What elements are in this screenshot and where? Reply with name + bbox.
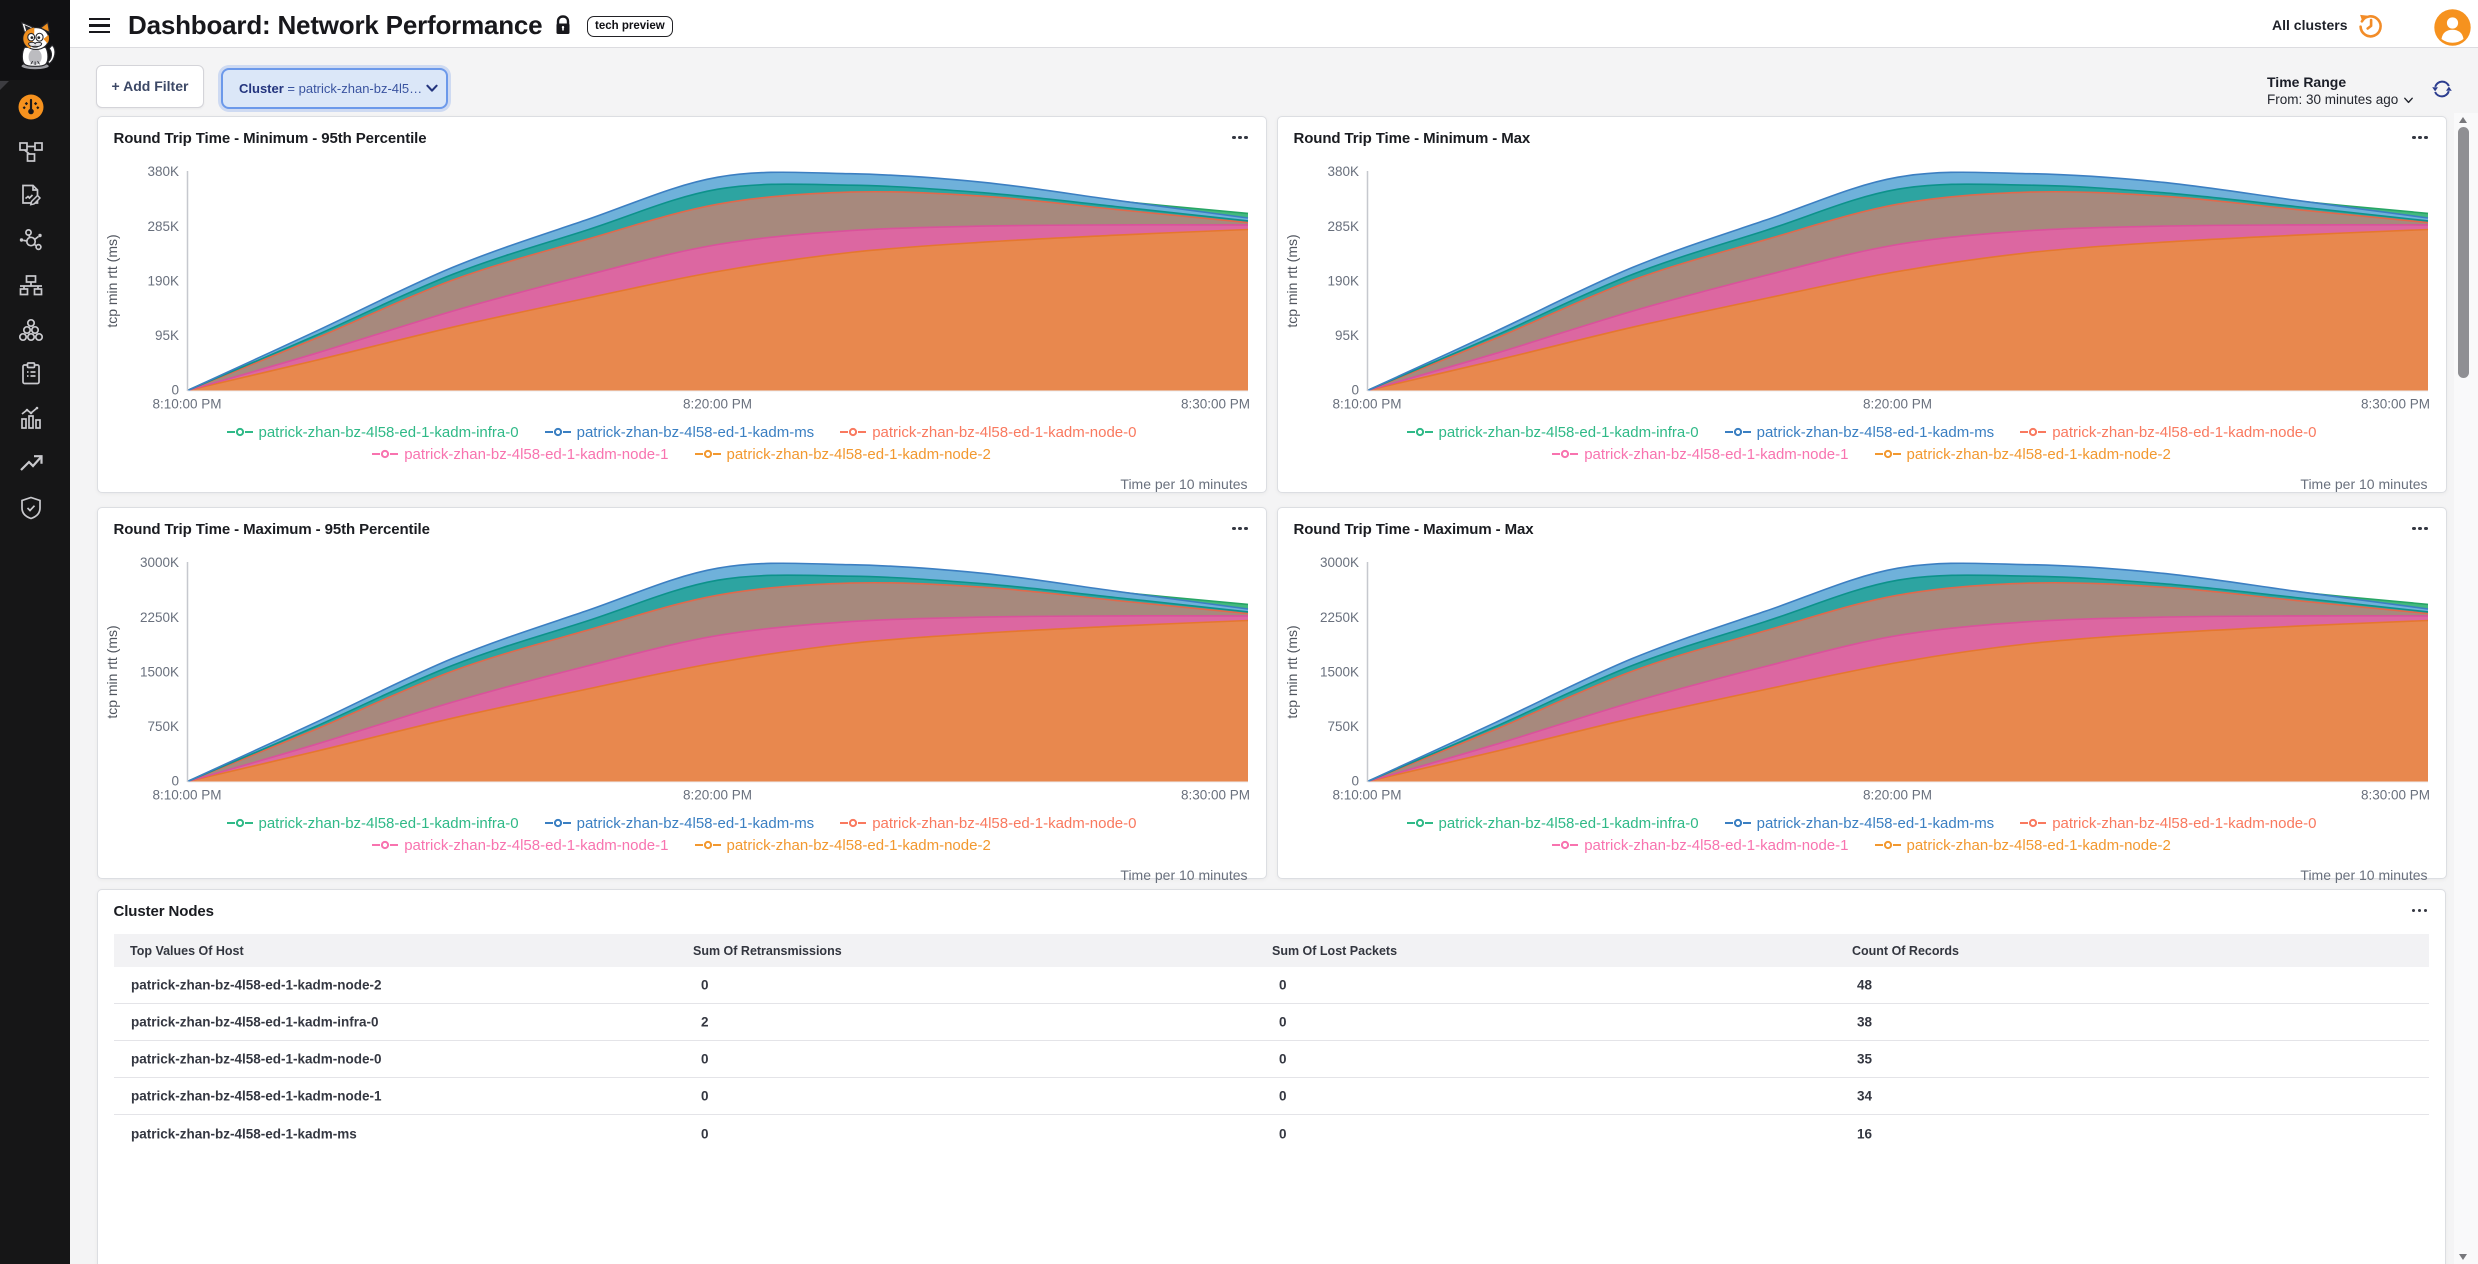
svg-text:285K: 285K — [1327, 219, 1359, 234]
svg-text:tcp min rtt (ms): tcp min rtt (ms) — [104, 234, 120, 327]
svg-text:8:20:00 PM: 8:20:00 PM — [682, 788, 751, 803]
svg-text:0: 0 — [171, 774, 179, 789]
svg-text:95K: 95K — [154, 328, 178, 343]
svg-text:tcp min rtt (ms): tcp min rtt (ms) — [1284, 234, 1300, 327]
svg-text:1500K: 1500K — [139, 664, 178, 679]
svg-text:380K: 380K — [1327, 164, 1359, 179]
svg-text:tcp min rtt (ms): tcp min rtt (ms) — [104, 625, 120, 718]
svg-text:8:10:00 PM: 8:10:00 PM — [1332, 397, 1401, 412]
svg-text:8:30:00 PM: 8:30:00 PM — [1180, 397, 1249, 412]
svg-text:750K: 750K — [147, 719, 179, 734]
svg-text:tcp min rtt (ms): tcp min rtt (ms) — [1284, 625, 1300, 718]
svg-text:8:20:00 PM: 8:20:00 PM — [682, 397, 751, 412]
svg-text:285K: 285K — [147, 219, 179, 234]
svg-text:8:10:00 PM: 8:10:00 PM — [1332, 788, 1401, 803]
svg-text:750K: 750K — [1327, 719, 1359, 734]
svg-text:380K: 380K — [147, 164, 179, 179]
svg-text:8:20:00 PM: 8:20:00 PM — [1862, 788, 1931, 803]
svg-text:0: 0 — [1351, 383, 1359, 398]
svg-text:0: 0 — [171, 383, 179, 398]
svg-text:95K: 95K — [1334, 328, 1358, 343]
svg-text:190K: 190K — [1327, 273, 1359, 288]
svg-text:0: 0 — [1351, 774, 1359, 789]
svg-text:3000K: 3000K — [139, 555, 178, 570]
svg-text:2250K: 2250K — [139, 610, 178, 625]
svg-text:8:30:00 PM: 8:30:00 PM — [1180, 788, 1249, 803]
svg-text:2250K: 2250K — [1319, 610, 1358, 625]
svg-text:8:30:00 PM: 8:30:00 PM — [2360, 397, 2429, 412]
svg-text:8:20:00 PM: 8:20:00 PM — [1862, 397, 1931, 412]
svg-text:3000K: 3000K — [1319, 555, 1358, 570]
svg-text:1500K: 1500K — [1319, 664, 1358, 679]
svg-text:190K: 190K — [147, 273, 179, 288]
svg-text:8:30:00 PM: 8:30:00 PM — [2360, 788, 2429, 803]
svg-text:8:10:00 PM: 8:10:00 PM — [152, 788, 221, 803]
svg-text:8:10:00 PM: 8:10:00 PM — [152, 397, 221, 412]
